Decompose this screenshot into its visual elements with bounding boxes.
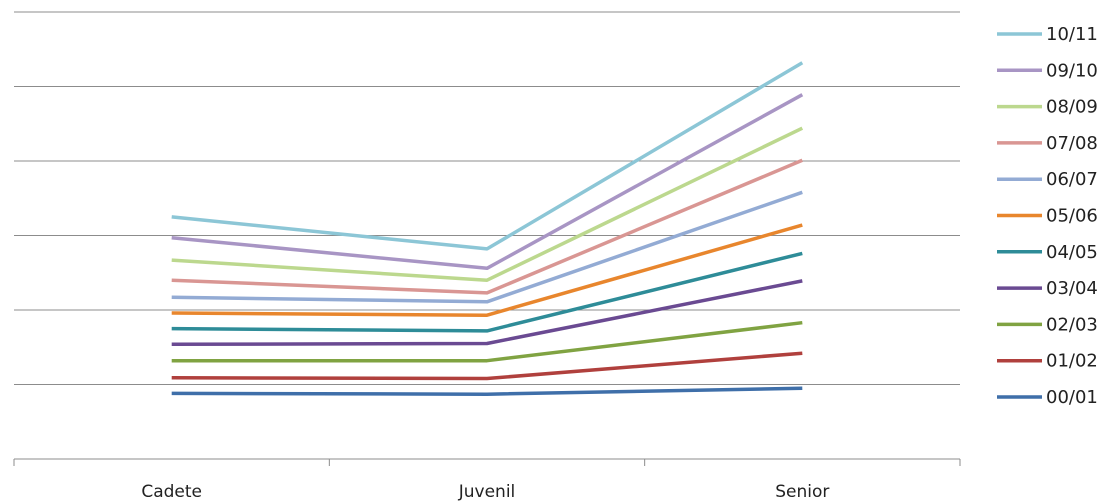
series-line-00-01 bbox=[171, 386, 803, 396]
legend-label: 04/05 bbox=[1046, 242, 1098, 263]
legend-label: 06/07 bbox=[1046, 169, 1098, 190]
legend-label: 10/11 bbox=[1046, 24, 1098, 45]
legend-label: 01/02 bbox=[1046, 351, 1098, 372]
x-tick-label: Senior bbox=[775, 482, 829, 502]
series-line-08-09 bbox=[171, 126, 804, 282]
legend: 10/11 09/10 08/09 07/08 06/07 05/06 04/05 03/04… bbox=[997, 24, 1098, 408]
legend-label: 05/06 bbox=[1046, 206, 1098, 227]
series-line-06-07 bbox=[171, 190, 803, 304]
legend-label: 07/08 bbox=[1046, 133, 1098, 154]
series-line-04-05 bbox=[171, 251, 803, 333]
series-line-10-11 bbox=[171, 61, 804, 251]
x-axis: Cadete Juvenil Senior bbox=[13, 458, 961, 502]
plot-area bbox=[171, 61, 804, 396]
series-line-02-03 bbox=[171, 320, 803, 363]
series-line-09-10 bbox=[171, 93, 804, 271]
series-line-05-06 bbox=[171, 223, 803, 317]
series-line-07-08 bbox=[171, 158, 803, 295]
legend-label: 09/10 bbox=[1046, 60, 1098, 81]
legend-label: 03/04 bbox=[1046, 278, 1098, 299]
legend-label: 02/03 bbox=[1046, 314, 1098, 335]
legend-label: 00/01 bbox=[1046, 387, 1098, 408]
series-line-03-04 bbox=[171, 279, 803, 347]
series-line-01-02 bbox=[171, 351, 803, 381]
legend-label: 08/09 bbox=[1046, 97, 1098, 118]
x-tick-label: Juvenil bbox=[458, 482, 516, 502]
gridlines bbox=[14, 11, 960, 385]
x-tick-label: Cadete bbox=[141, 482, 202, 502]
